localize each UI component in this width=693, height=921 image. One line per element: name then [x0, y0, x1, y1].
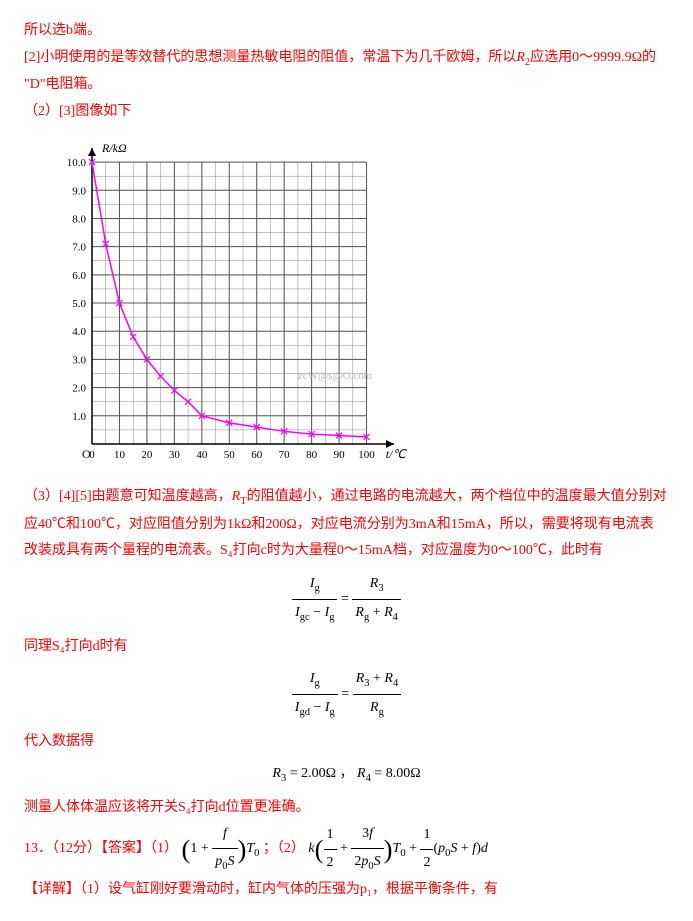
line-3: "D"电阻箱。 [24, 72, 669, 99]
svg-text:90: 90 [334, 449, 346, 461]
equation-2: IgIgd − Ig = R3 + R4Rg [24, 666, 669, 722]
rt-curve-chart: 01020304050607080901001.02.03.04.05.06.0… [44, 132, 669, 483]
svg-text:6.0: 6.0 [72, 269, 86, 281]
svg-text:9.0: 9.0 [72, 185, 86, 197]
line-10: 测量人体体温应该将开关S₄打向d位置更准确。 [24, 795, 669, 822]
svg-text:40: 40 [196, 449, 208, 461]
line-6: 应40℃和100℃，对应阻值分别为1kΩ和200Ω，对应电流分别为3mA和15m… [24, 512, 669, 539]
svg-text:3.0: 3.0 [72, 354, 86, 366]
svg-text:7.0: 7.0 [72, 241, 86, 253]
svg-text:80: 80 [306, 449, 318, 461]
svg-text:O: O [82, 447, 91, 461]
line-2: [2]小明使用的是等效替代的思想测量热敏电阻的阻值，常温下为几千欧姆，所以R2应… [24, 45, 669, 73]
line-5: （3）[4][5]由题意可知温度越高，RT的阻值越小，通过电路的电流越大，两个档… [24, 484, 669, 512]
svg-text:70: 70 [279, 449, 291, 461]
line-9: 代入数据得 [24, 729, 669, 756]
line-5a: （3）[4][5]由题意可知温度越高， [24, 489, 232, 504]
var-r2: R [516, 50, 525, 65]
svg-text:20: 20 [141, 449, 153, 461]
line-8: 同理S₄打向d时有 [24, 634, 669, 661]
svg-text:zcW@s@O.com: zcW@s@O.com [298, 370, 373, 382]
line-2b: 应选用0～9999.9Ω的 [530, 50, 656, 65]
line-1: 所以选b端。 [24, 18, 669, 45]
equation-3: R3 = 2.00Ω ， R4 = 8.00Ω [24, 761, 669, 789]
svg-text:8.0: 8.0 [72, 213, 86, 225]
svg-text:60: 60 [251, 449, 263, 461]
var-rt: R [232, 489, 241, 504]
svg-text:50: 50 [224, 449, 236, 461]
line-5b: 的阻值越小，通过电路的电流越大，两个档位中的温度最大值分别对 [247, 489, 667, 504]
svg-text:2.0: 2.0 [72, 382, 86, 394]
line-2a: [2]小明使用的是等效替代的思想测量热敏电阻的阻值，常温下为几千欧姆，所以 [24, 50, 516, 65]
svg-text:5.0: 5.0 [72, 298, 86, 310]
line-4: （2）[3]图像如下 [24, 99, 669, 126]
svg-text:4.0: 4.0 [72, 326, 86, 338]
svg-text:10: 10 [114, 449, 126, 461]
equation-1: IgIgc − Ig = R3Rg + R4 [24, 571, 669, 627]
line-7: 改装成具有两个量程的电流表。S₄打向c时为大量程0～15mA档，对应温度为0～1… [24, 538, 669, 565]
line-11: 13．（12分）【答案】（1） (1 + fp0S)T0 ；（2） k(12 +… [24, 821, 669, 876]
svg-text:30: 30 [169, 449, 181, 461]
line-12: 【详解】（1）设气缸刚好要滑动时，缸内气体的压强为p₁，根据平衡条件，有 [24, 877, 669, 904]
svg-text:1.0: 1.0 [72, 410, 86, 422]
svg-text:10.0: 10.0 [67, 157, 87, 169]
svg-text:100: 100 [358, 449, 375, 461]
svg-text:t/℃: t/℃ [386, 447, 408, 461]
svg-text:R/kΩ: R/kΩ [101, 141, 127, 155]
